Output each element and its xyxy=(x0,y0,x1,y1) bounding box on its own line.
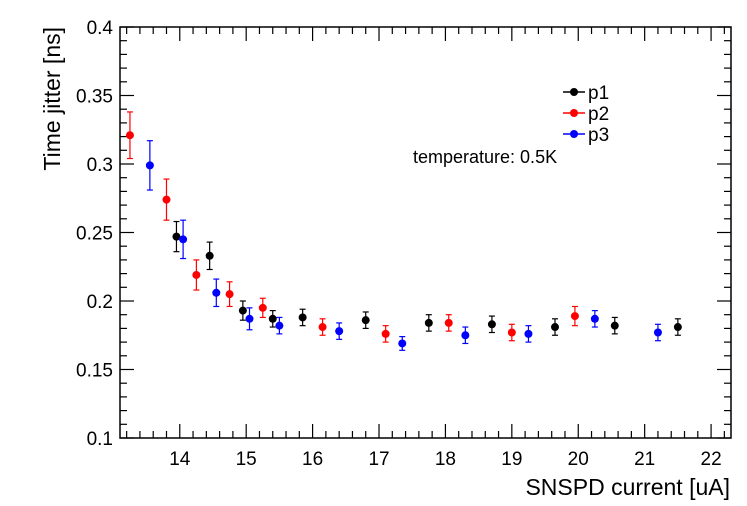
y-tick-label: 0.2 xyxy=(87,292,113,313)
data-point-p1 xyxy=(551,323,560,332)
x-tick-label: 20 xyxy=(568,449,589,470)
y-tick-label: 0.15 xyxy=(76,361,113,382)
data-point-p3 xyxy=(212,288,221,297)
data-point-p1 xyxy=(268,314,277,323)
legend-label-p2: p2 xyxy=(588,104,609,125)
plot-frame xyxy=(119,26,732,439)
data-point-p3 xyxy=(461,331,470,340)
x-tick-label: 16 xyxy=(302,449,323,470)
data-point-p2 xyxy=(162,195,171,204)
data-point-p2 xyxy=(318,323,327,332)
x-tick-label: 22 xyxy=(701,449,722,470)
data-point-p2 xyxy=(381,329,390,338)
data-point-p3 xyxy=(590,314,599,323)
data-point-p3 xyxy=(398,339,407,348)
y-axis-label: Time jitter [ns] xyxy=(39,27,65,171)
data-point-p1 xyxy=(205,251,214,260)
data-point-p1 xyxy=(487,320,496,329)
x-axis-label: SNSPD current [uA] xyxy=(525,474,730,500)
legend-label-p3: p3 xyxy=(588,125,609,146)
data-point-p1 xyxy=(673,323,682,332)
temperature-annotation: temperature: 0.5K xyxy=(413,147,557,167)
data-point-p3 xyxy=(245,314,254,323)
y-tick-label: 0.1 xyxy=(87,429,113,450)
data-point-p3 xyxy=(275,321,284,330)
data-point-p1 xyxy=(361,316,370,325)
axis-ticks: 14 15 16 17 18 19 20 21 22 0.1 0.15 0.2 0.25 0.3 0.35 0… xyxy=(76,18,731,470)
y-tick-label: 0.25 xyxy=(76,224,113,245)
data-point-p1 xyxy=(172,232,181,241)
legend-marker-p1 xyxy=(570,88,578,96)
data-point-p3 xyxy=(145,161,154,170)
data-point-p1 xyxy=(298,313,307,322)
y-tick-label: 0.3 xyxy=(87,155,113,176)
data-marks xyxy=(125,111,682,351)
data-point-p3 xyxy=(653,328,662,337)
data-point-p3 xyxy=(335,327,344,336)
x-tick-label: 15 xyxy=(236,449,257,470)
data-point-p2 xyxy=(570,312,579,321)
data-point-p1 xyxy=(610,321,619,330)
y-tick-label: 0.4 xyxy=(87,18,114,39)
data-point-p1 xyxy=(424,318,433,327)
data-point-p1 xyxy=(238,306,247,315)
y-tick-label: 0.35 xyxy=(76,87,113,108)
data-point-p2 xyxy=(507,328,516,337)
x-tick-label: 21 xyxy=(634,449,655,470)
data-point-p2 xyxy=(125,131,134,140)
legend-marker-p3 xyxy=(570,130,578,138)
x-tick-label: 18 xyxy=(435,449,456,470)
data-point-p2 xyxy=(444,318,453,327)
data-point-p2 xyxy=(258,303,267,312)
legend-marker-p2 xyxy=(570,109,578,117)
data-point-p3 xyxy=(179,235,188,244)
x-tick-label: 17 xyxy=(368,449,389,470)
x-tick-label: 14 xyxy=(169,449,191,470)
data-point-p3 xyxy=(524,329,533,338)
legend-label-p1: p1 xyxy=(588,83,609,104)
data-point-p2 xyxy=(225,290,234,299)
data-point-p2 xyxy=(192,270,201,279)
x-tick-label: 19 xyxy=(501,449,522,470)
